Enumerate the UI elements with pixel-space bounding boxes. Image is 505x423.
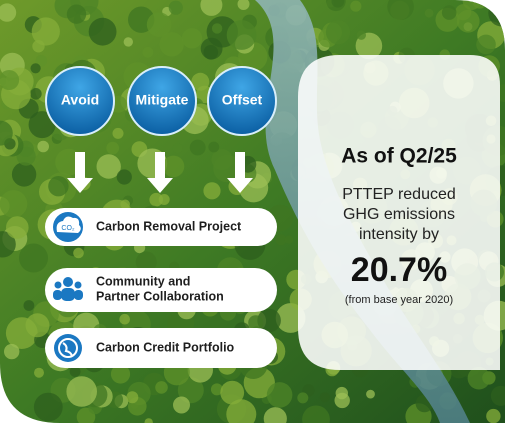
action-label: Community and: [96, 274, 190, 288]
tree-texture: [357, 31, 366, 40]
tree-texture: [30, 63, 40, 73]
tree-texture: [0, 402, 13, 423]
tree-texture: [4, 344, 19, 359]
pillars: Avoid Mitigate Offset: [46, 67, 276, 135]
action-label: Partner Collaboration: [96, 289, 224, 303]
tree-texture: [0, 70, 19, 90]
tree-texture: [48, 176, 68, 196]
icon-label: CO₂: [61, 225, 75, 232]
tree-texture: [366, 390, 375, 399]
action-list: CO₂ Carbon Removal Project Community and…: [45, 208, 277, 368]
page: {"pillars": ["Avoid", "Mitigate", "Offse…: [0, 0, 505, 423]
tree-texture: [12, 162, 36, 186]
tree-texture: [163, 156, 185, 178]
tree-texture: [66, 376, 97, 407]
tree-texture: [326, 20, 350, 44]
tree-texture: [203, 182, 220, 199]
tree-texture: [169, 1, 183, 15]
tree-texture: [143, 47, 154, 58]
tree-texture: [24, 300, 35, 311]
tree-texture: [190, 140, 206, 156]
tree-texture: [106, 142, 119, 155]
summary-text: PTTEP reduced: [342, 186, 456, 203]
summary-figure: 20.7%: [351, 251, 447, 289]
summary-note: (from base year 2020): [345, 294, 453, 306]
tree-texture: [425, 9, 434, 18]
tree-texture: [285, 236, 293, 244]
tree-texture: [220, 381, 244, 405]
tree-texture: [113, 128, 124, 139]
tree-texture: [182, 28, 202, 48]
tree-texture: [208, 142, 219, 153]
tree-texture: [457, 10, 480, 33]
tree-texture: [204, 45, 219, 60]
tree-texture: [350, 1, 361, 12]
tree-texture: [26, 313, 50, 337]
summary-title: As of Q2/25: [341, 145, 457, 168]
tree-texture: [489, 0, 499, 7]
tree-texture: [442, 5, 457, 20]
tree-texture: [126, 391, 138, 403]
tree-texture: [73, 248, 84, 259]
tree-texture: [37, 141, 49, 153]
tree-texture: [248, 315, 263, 330]
tree-texture: [476, 35, 496, 55]
tree-texture: [335, 393, 350, 408]
tree-texture: [468, 367, 491, 390]
pillar-label: Mitigate: [136, 92, 189, 108]
tree-texture: [117, 169, 132, 184]
summary-text: GHG emissions: [343, 206, 455, 223]
tree-texture: [67, 5, 86, 24]
pillar-label: Avoid: [61, 92, 99, 108]
tree-texture: [320, 392, 330, 402]
tree-texture: [34, 393, 63, 422]
action-label: Carbon Credit Portfolio: [96, 340, 235, 354]
tree-texture: [173, 397, 190, 414]
tree-texture: [6, 216, 29, 239]
tree-texture: [155, 381, 168, 394]
action-label: Carbon Removal Project: [96, 219, 242, 233]
tree-texture: [212, 23, 222, 33]
tree-texture: [173, 143, 183, 153]
tree-texture: [89, 18, 117, 46]
summary-text: intensity by: [359, 226, 439, 243]
tree-texture: [32, 17, 60, 45]
tree-texture: [227, 20, 257, 50]
tree-texture: [34, 368, 44, 378]
tree-texture: [267, 382, 293, 408]
infographic: Avoid Mitigate Offset CO₂ Carbon Removal…: [0, 0, 505, 423]
tree-texture: [297, 392, 308, 403]
pillar-label: Offset: [222, 92, 263, 108]
tree-texture: [0, 190, 27, 218]
tree-texture: [147, 12, 172, 37]
tree-texture: [119, 314, 130, 325]
tree-texture: [159, 194, 170, 205]
tree-texture: [486, 409, 500, 423]
tree-texture: [124, 37, 133, 46]
tree-texture: [19, 244, 48, 273]
